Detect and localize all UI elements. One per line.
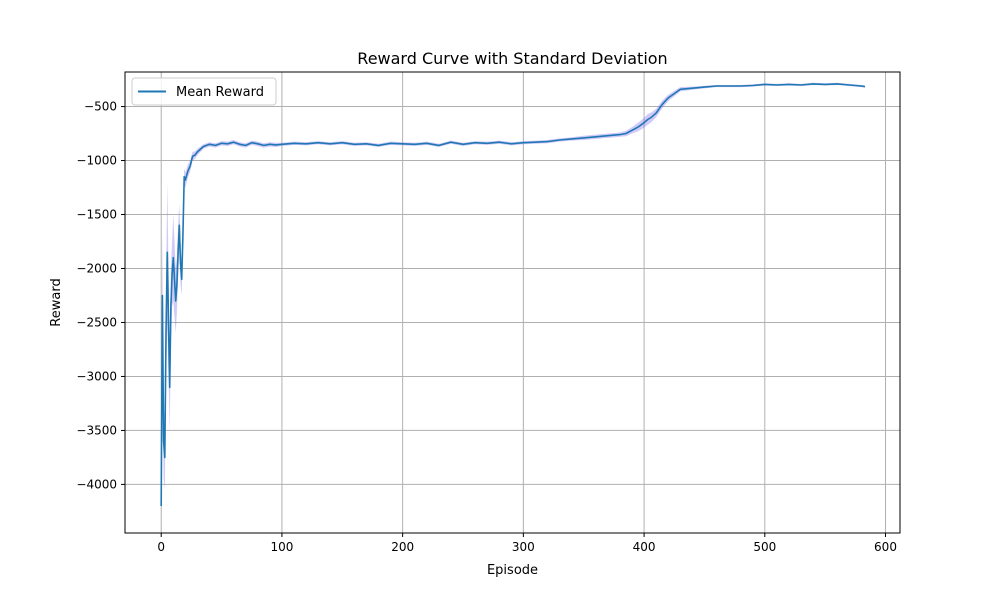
y-tick-label: −2000 xyxy=(76,261,117,275)
x-axis-label: Episode xyxy=(487,563,538,578)
y-tick-label: −1000 xyxy=(76,154,117,168)
x-tick-label: 500 xyxy=(753,540,776,554)
x-tick-label: 200 xyxy=(391,540,414,554)
x-tick-label: 100 xyxy=(270,540,293,554)
plot-area-frame xyxy=(124,71,901,534)
legend: Mean Reward xyxy=(131,77,277,106)
x-tick-label: 0 xyxy=(157,540,165,554)
y-axis-label: Reward xyxy=(49,278,64,326)
y-tick-label: −500 xyxy=(84,100,117,114)
std-deviation-band xyxy=(161,82,865,513)
series-line-layer xyxy=(160,83,866,507)
y-tick-label: −4000 xyxy=(76,477,117,491)
y-tick-label: −3500 xyxy=(76,423,117,437)
y-tick-label: −3000 xyxy=(76,369,117,383)
std-band-layer xyxy=(161,82,865,513)
x-tick-label: 300 xyxy=(512,540,535,554)
y-tick-label: −2500 xyxy=(76,315,117,329)
y-axis-ticks: −4000 −3500 −3000 −2500 −2000 −1500 −1000 −500 xyxy=(76,100,125,491)
x-tick-label: 600 xyxy=(874,540,897,554)
grid xyxy=(125,72,900,533)
x-tick-label: 400 xyxy=(633,540,656,554)
chart-title: Reward Curve with Standard Deviation xyxy=(357,49,667,68)
legend-label-mean-reward: Mean Reward xyxy=(176,85,264,100)
x-axis-ticks: 0 100 200 300 400 500 600 xyxy=(157,533,897,554)
legend-box xyxy=(131,77,277,106)
y-tick-label: −1500 xyxy=(76,208,117,222)
mean-reward-line xyxy=(160,83,866,507)
